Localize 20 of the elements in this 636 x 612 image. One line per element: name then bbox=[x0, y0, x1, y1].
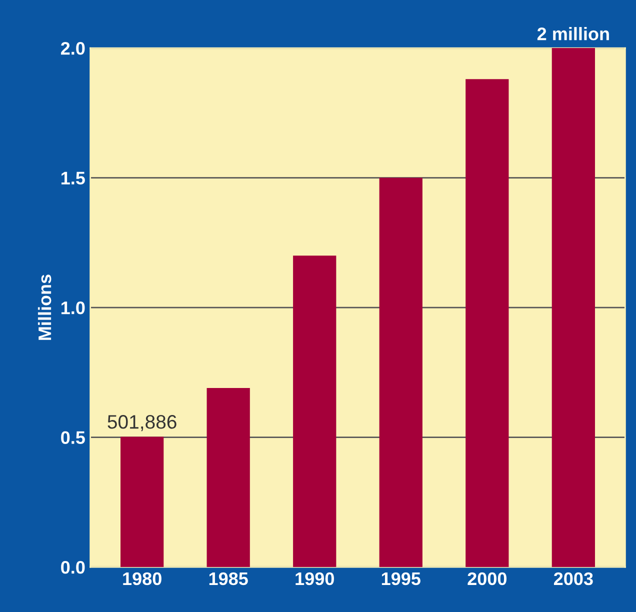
x-tick-label: 1985 bbox=[209, 572, 248, 586]
bar bbox=[552, 48, 595, 568]
y-axis-title: Millions bbox=[38, 274, 52, 340]
y-tick-label: 0.0 bbox=[61, 560, 85, 574]
bar bbox=[466, 79, 509, 568]
bar bbox=[293, 256, 336, 568]
bar bbox=[379, 178, 422, 568]
bar bbox=[206, 388, 250, 568]
y-tick-label: 1.5 bbox=[61, 172, 85, 185]
x-tick-label: 1995 bbox=[382, 572, 420, 586]
data-label: 2 million bbox=[537, 27, 609, 40]
y-tick-label: 0.5 bbox=[61, 431, 85, 444]
x-tick-label: 2000 bbox=[468, 572, 506, 586]
y-tick-label: 2.0 bbox=[60, 42, 85, 55]
annotation: 501,886 bbox=[108, 415, 176, 432]
x-tick-label: 2003 bbox=[554, 572, 593, 586]
x-tick-label: 1990 bbox=[296, 572, 334, 586]
y-tick-label: 1.0 bbox=[61, 301, 85, 314]
x-tick-label: 1980 bbox=[123, 572, 162, 586]
bar bbox=[120, 436, 164, 568]
